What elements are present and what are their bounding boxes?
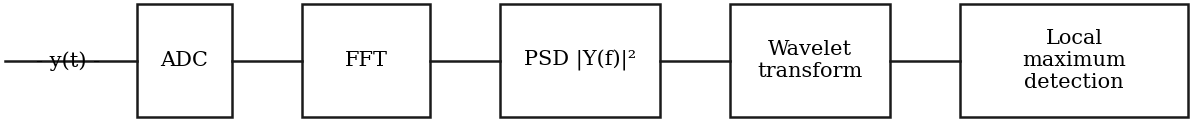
Bar bbox=[960, 4, 1188, 117]
Bar bbox=[730, 4, 890, 117]
Text: FFT: FFT bbox=[344, 51, 387, 70]
Bar bbox=[137, 4, 232, 117]
Text: Local
maximum
detection: Local maximum detection bbox=[1022, 29, 1126, 92]
Text: PSD |Y(f)|²: PSD |Y(f)|² bbox=[523, 50, 637, 71]
Text: Wavelet
transform: Wavelet transform bbox=[757, 40, 863, 81]
Bar bbox=[302, 4, 430, 117]
Text: - y(t) -: - y(t) - bbox=[36, 51, 100, 71]
Text: ADC: ADC bbox=[161, 51, 209, 70]
Bar bbox=[499, 4, 660, 117]
